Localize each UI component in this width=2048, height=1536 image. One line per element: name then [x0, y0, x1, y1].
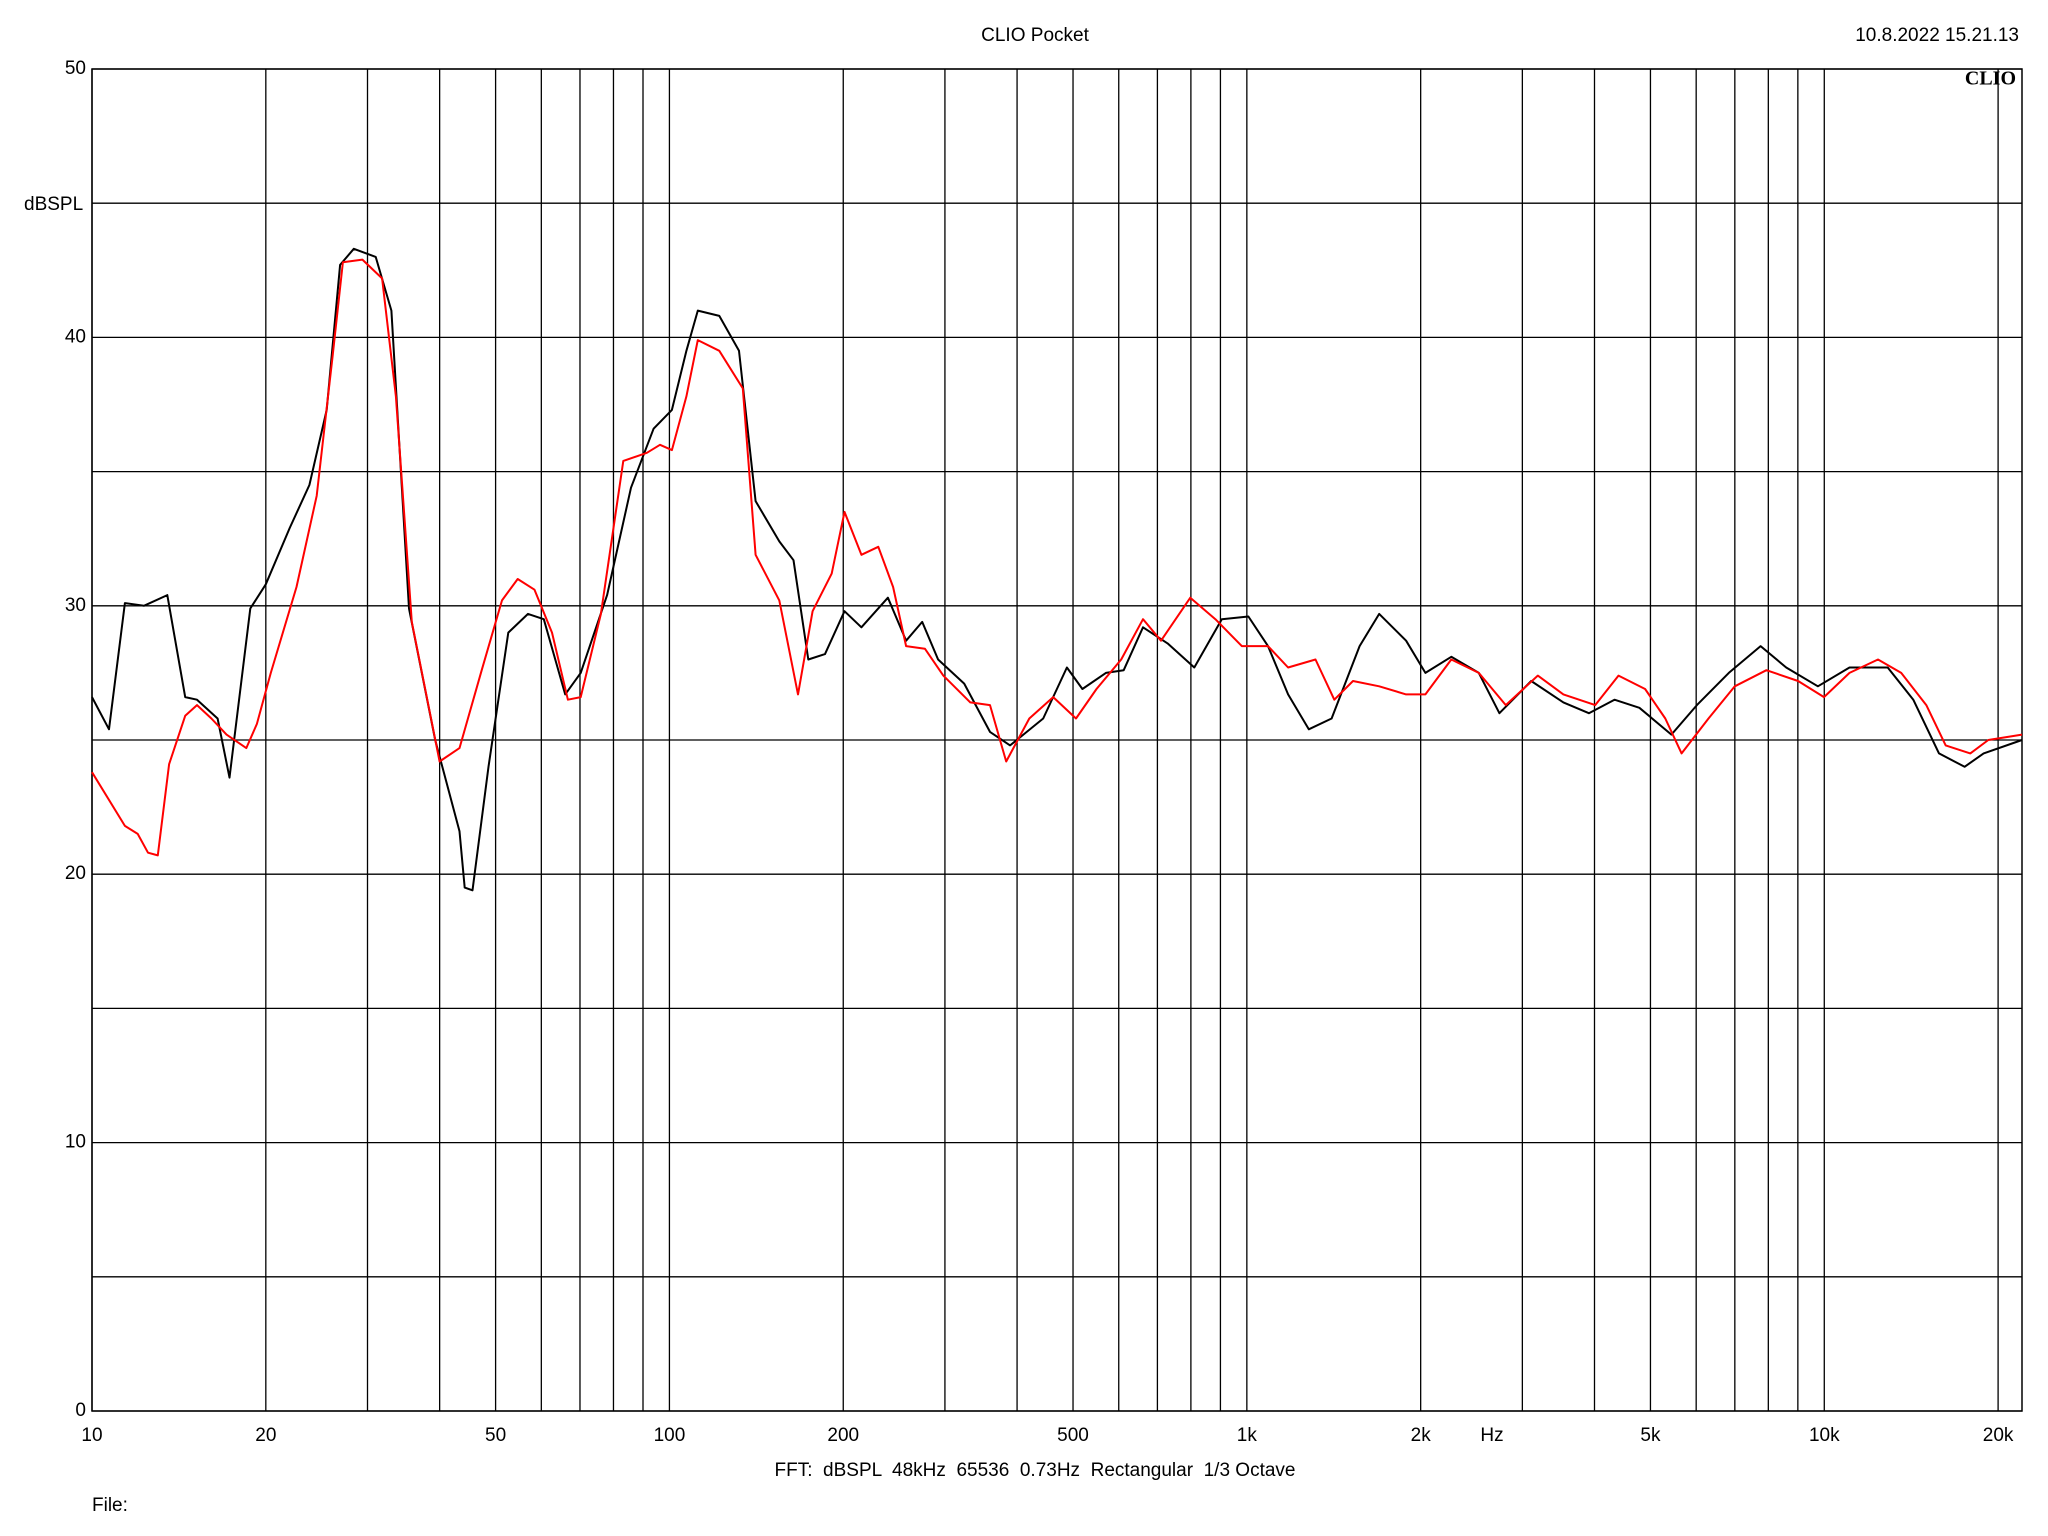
chart-title: CLIO Pocket — [981, 25, 1089, 46]
x-tick-label: 200 — [827, 1425, 859, 1446]
x-tick-label: 2k — [1411, 1425, 1432, 1446]
x-tick-label: 20 — [255, 1425, 276, 1446]
file-label: File: — [92, 1495, 128, 1516]
y-tick-label: 20 — [65, 863, 86, 884]
timestamp: 10.8.2022 15.21.13 — [1855, 25, 2019, 46]
x-tick-label: 50 — [485, 1425, 506, 1446]
series-line — [91, 258, 2023, 857]
x-tick-label: 20k — [1983, 1425, 2014, 1446]
series-line — [91, 247, 2023, 892]
x-tick-label: 500 — [1057, 1425, 1089, 1446]
y-tick-label: 50 — [65, 58, 86, 79]
logo: CLIO — [1965, 68, 2016, 90]
x-tick-label: 1k — [1237, 1425, 1258, 1446]
x-axis-label: Hz — [1480, 1425, 1503, 1446]
x-tick-label: 10k — [1809, 1425, 1840, 1446]
x-tick-label: 100 — [654, 1425, 686, 1446]
y-tick-label: 30 — [65, 595, 86, 616]
x-tick-label: 10 — [81, 1425, 102, 1446]
y-tick-label: 10 — [65, 1132, 86, 1153]
y-tick-label: 0 — [75, 1400, 86, 1421]
y-axis-label: dBSPL — [24, 194, 83, 215]
footer: FFT: dBSPL 48kHz 65536 0.73Hz Rectangula… — [774, 1460, 1295, 1481]
x-tick-label: 5k — [1640, 1425, 1661, 1446]
y-tick-label: 40 — [65, 326, 86, 347]
